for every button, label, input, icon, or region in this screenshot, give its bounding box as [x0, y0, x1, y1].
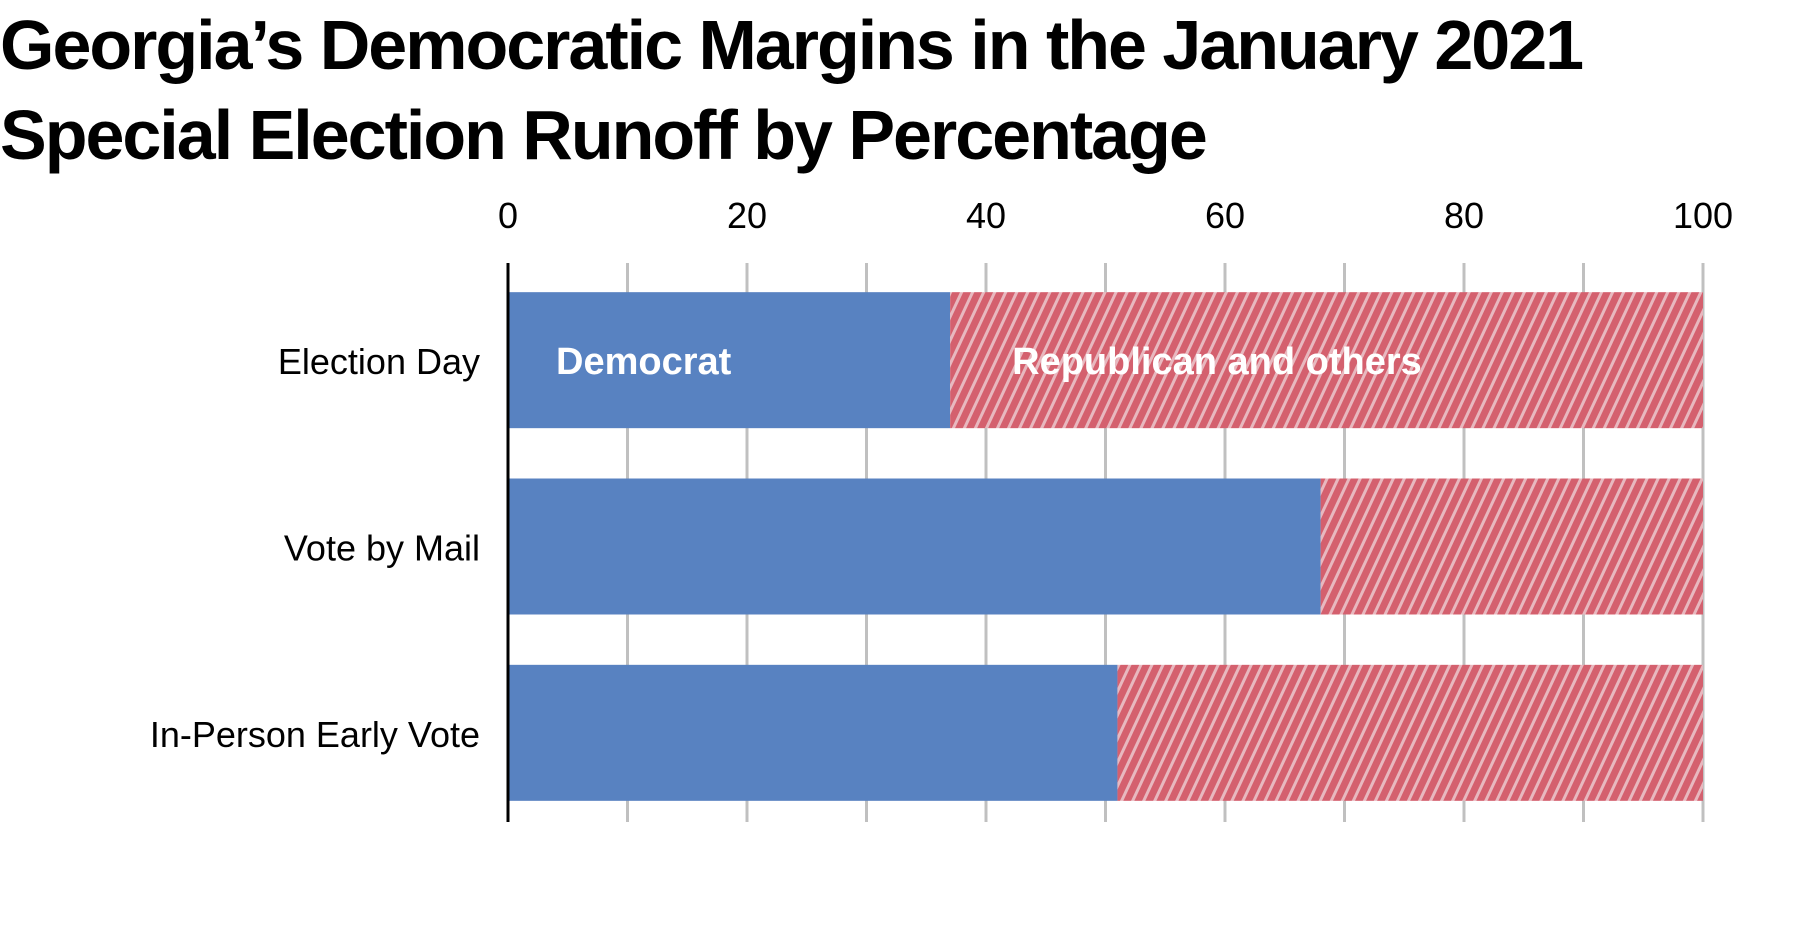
series-label-republican: Republican and others — [1012, 341, 1422, 383]
category-label-3: In-Person Early Vote — [150, 714, 480, 755]
category-label-1: Election Day — [278, 341, 480, 382]
bar-election-day-republican — [950, 292, 1703, 429]
x-tick-label-80: 80 — [1444, 195, 1484, 236]
x-axis-ticks: 0 20 40 60 80 100 — [498, 195, 1733, 236]
bars: Democrat Republican and others — [508, 292, 1703, 801]
bar-in-person-early-vote-democrat — [508, 664, 1118, 801]
bar-vote-by-mail-democrat — [508, 478, 1321, 615]
x-tick-label-0: 0 — [498, 195, 518, 236]
bar-election-day-democrat — [508, 292, 951, 429]
chart-title: Georgia’s Democratic Margins in the Janu… — [0, 0, 1700, 180]
bar-vote-by-mail-republican — [1320, 478, 1703, 615]
category-label-2: Vote by Mail — [284, 528, 480, 569]
series-label-democrat: Democrat — [556, 341, 732, 383]
x-tick-label-20: 20 — [727, 195, 767, 236]
x-tick-label-40: 40 — [966, 195, 1006, 236]
x-tick-label-100: 100 — [1673, 195, 1733, 236]
chart-title-line-1: Georgia’s Democratic Margins in the Janu… — [0, 6, 1584, 84]
chart-title-line-2: Special Election Runoff by Percentage — [0, 96, 1208, 174]
category-labels: Election Day Vote by Mail In-Person Early … — [150, 341, 480, 755]
bar-in-person-early-vote-republican — [1117, 664, 1703, 801]
x-tick-label-60: 60 — [1205, 195, 1245, 236]
